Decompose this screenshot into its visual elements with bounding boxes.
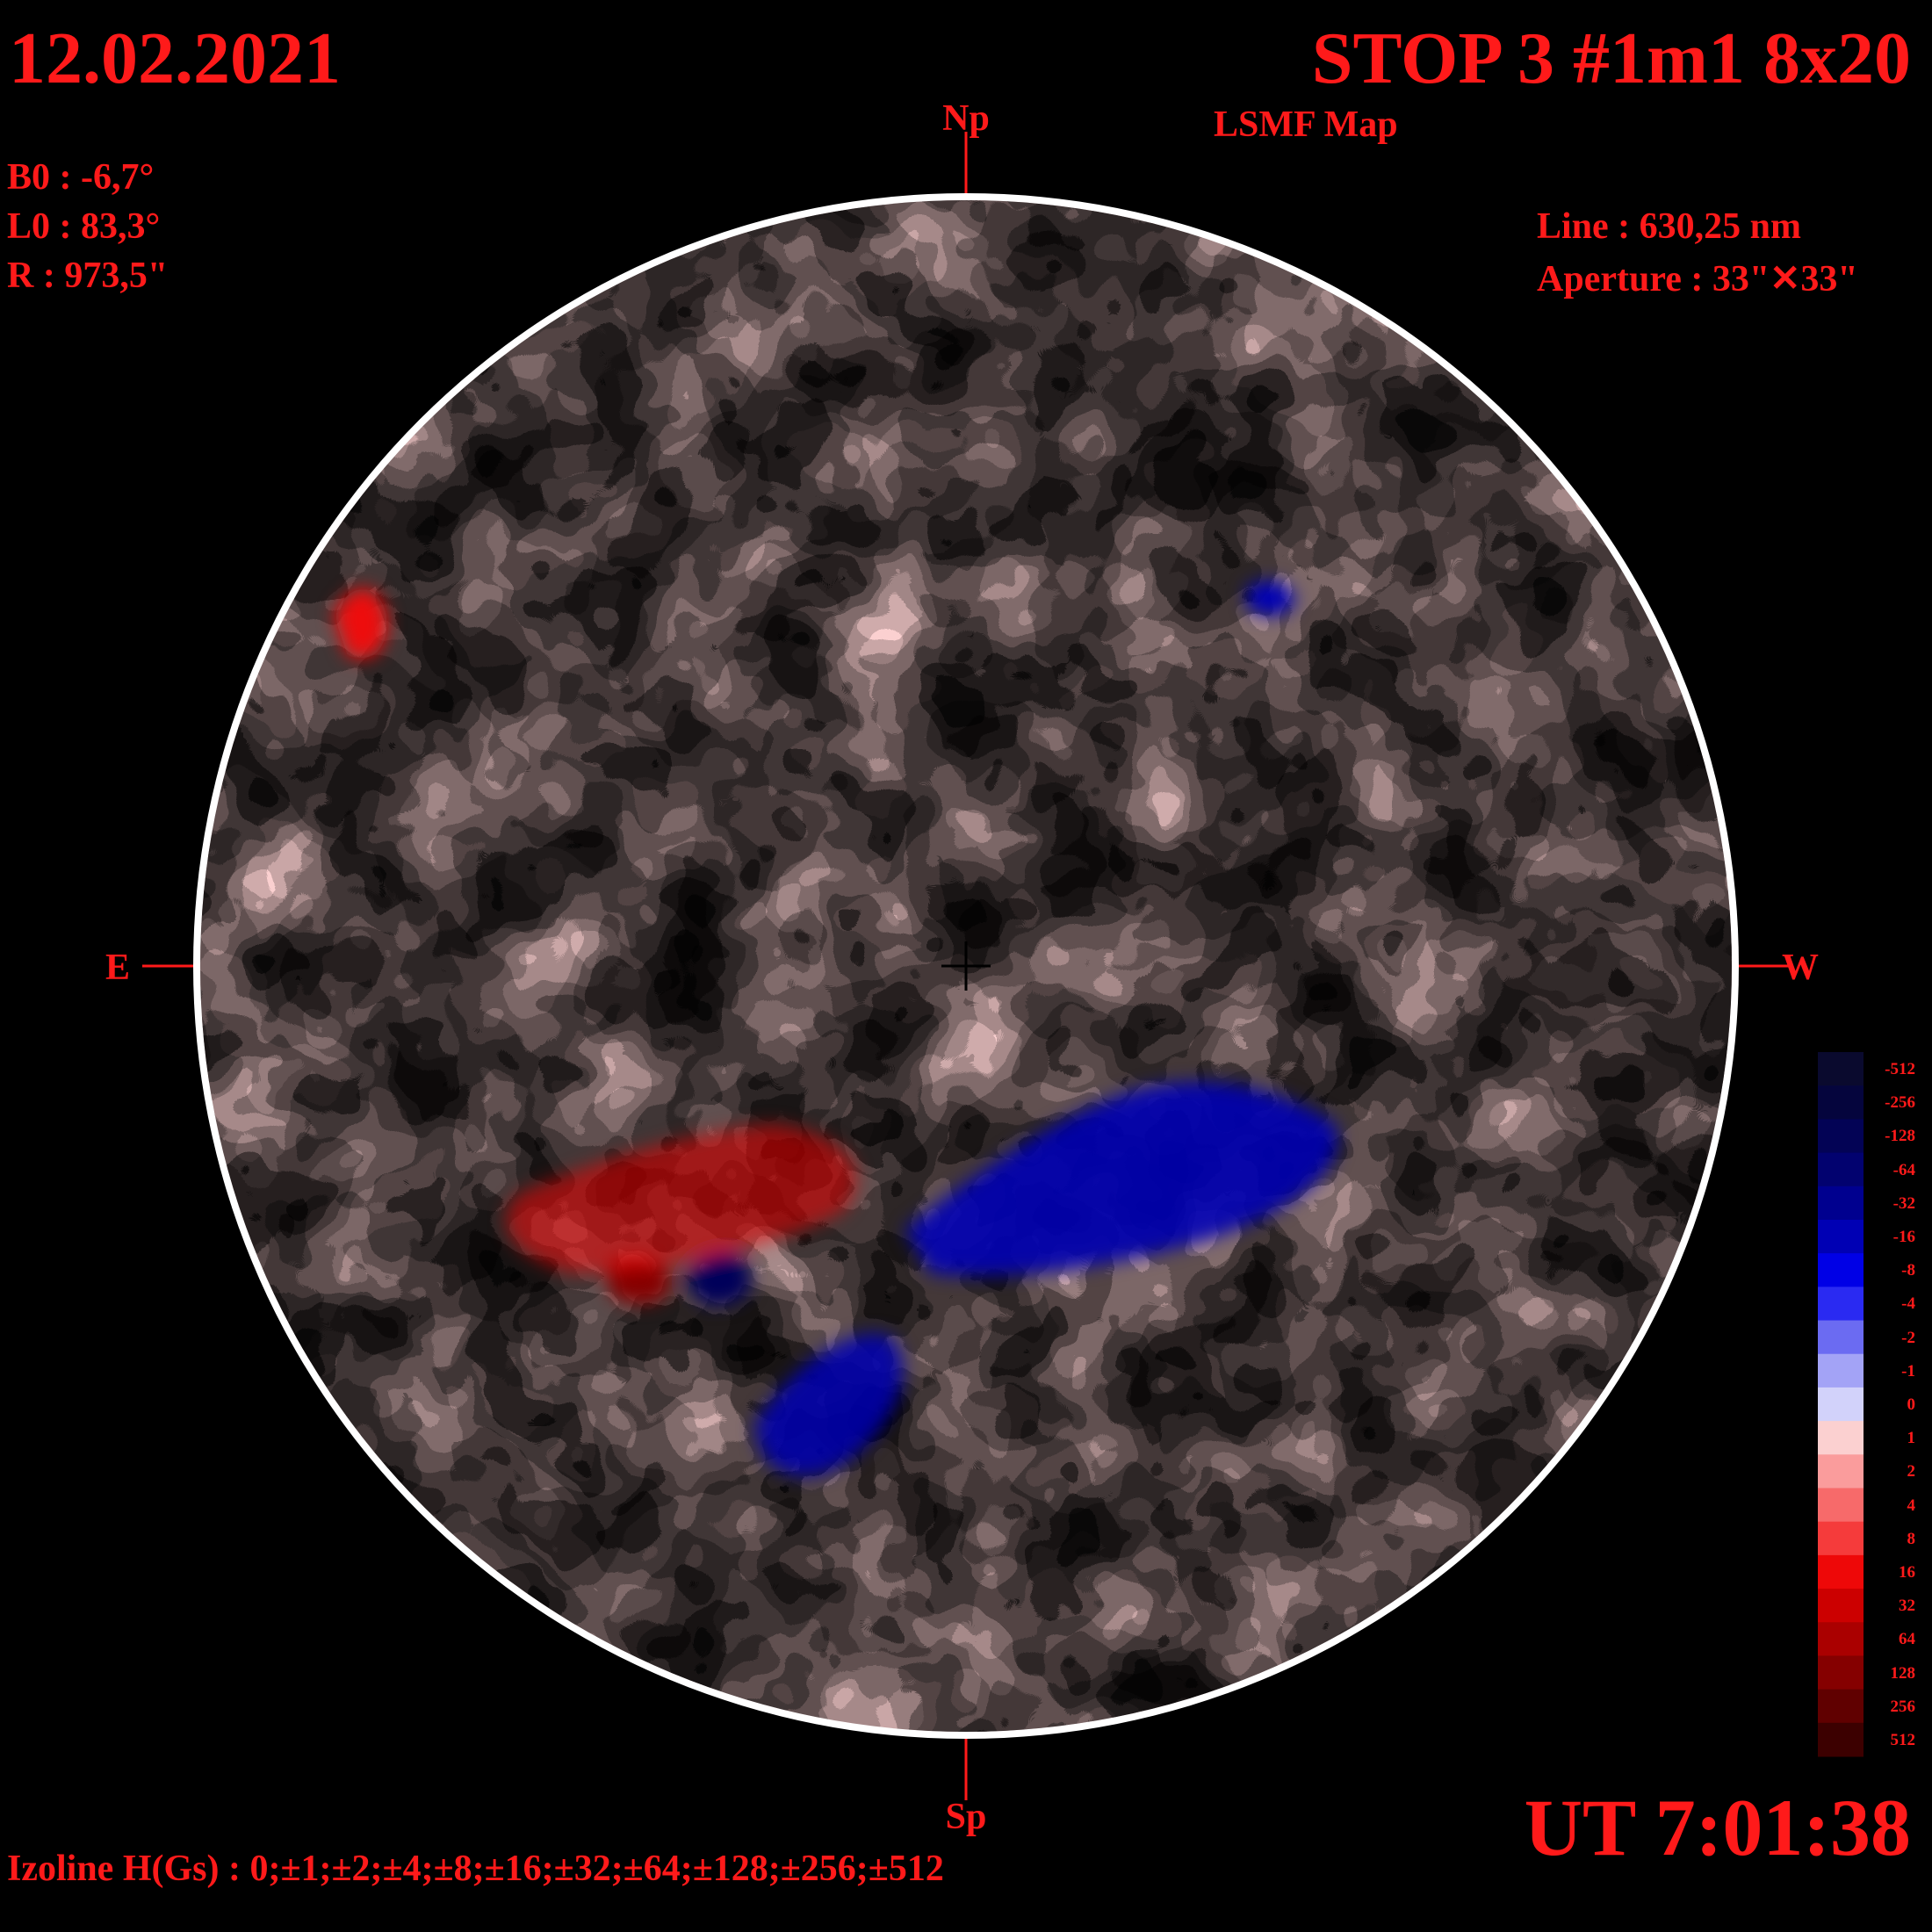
- colorbar-label: -256: [1885, 1093, 1915, 1113]
- west-label: W: [1782, 948, 1819, 988]
- colorbar-label: 2: [1907, 1462, 1916, 1481]
- colorbar-swatch: [1818, 1454, 1864, 1489]
- radius-param: R : 973,5": [7, 256, 169, 296]
- east-label: E: [105, 948, 130, 988]
- colorbar-swatch: [1818, 1722, 1864, 1757]
- south-label: Sp: [946, 1797, 987, 1837]
- colorbar-label: -512: [1885, 1060, 1915, 1079]
- map-title: STOP 3 #1m1 8x20: [1311, 18, 1911, 99]
- colorbar-label: -4: [1901, 1294, 1915, 1314]
- colorbar-label: -1: [1901, 1361, 1915, 1381]
- colorbar-label: 0: [1907, 1395, 1916, 1414]
- colorbar-label: 16: [1899, 1562, 1915, 1582]
- colorbar-swatch: [1818, 1085, 1864, 1120]
- colorbar-swatch: [1818, 1052, 1864, 1086]
- colorbar-swatch: [1818, 1219, 1864, 1254]
- colorbar: [1818, 1052, 1864, 1757]
- strong-field-regions: [334, 580, 1338, 1476]
- colorbar-label: 64: [1899, 1630, 1915, 1649]
- l0-param: L0 : 83,3°: [7, 206, 161, 247]
- b0-param: B0 : -6,7°: [7, 157, 155, 198]
- colorbar-label: -32: [1892, 1193, 1915, 1213]
- colorbar-label: 128: [1890, 1663, 1916, 1683]
- colorbar-swatch: [1818, 1353, 1864, 1388]
- colorbar-swatch: [1818, 1287, 1864, 1322]
- colorbar-swatch: [1818, 1320, 1864, 1355]
- colorbar-label: 32: [1899, 1597, 1915, 1616]
- colorbar-label: 256: [1890, 1697, 1916, 1716]
- colorbar-swatch: [1818, 1421, 1864, 1455]
- colorbar-label: -64: [1892, 1160, 1915, 1179]
- aperture-param: Aperture : 33"✕33": [1537, 259, 1858, 299]
- spectral-line-param: Line : 630,25 nm: [1537, 206, 1802, 247]
- colorbar-swatch: [1818, 1521, 1864, 1556]
- colorbar-swatch: [1818, 1152, 1864, 1187]
- isoline-levels: Izoline H(Gs) : 0;±1;±2;±4;±8;±16;±32;±6…: [7, 1849, 944, 1889]
- colorbar-swatch: [1818, 1622, 1864, 1656]
- colorbar-swatch: [1818, 1186, 1864, 1221]
- north-label: Np: [942, 98, 990, 139]
- colorbar-swatch: [1818, 1589, 1864, 1623]
- colorbar-label: 512: [1890, 1730, 1916, 1749]
- colorbar-label: 8: [1907, 1529, 1916, 1548]
- colorbar-swatch: [1818, 1689, 1864, 1724]
- colorbar-label: -2: [1901, 1328, 1915, 1347]
- colorbar-label: 4: [1907, 1496, 1916, 1515]
- colorbar-swatch: [1818, 1554, 1864, 1590]
- observation-date: 12.02.2021: [9, 18, 341, 99]
- colorbar-label: -128: [1885, 1127, 1915, 1146]
- colorbar-swatch: [1818, 1387, 1864, 1422]
- colorbar-swatch: [1818, 1253, 1864, 1287]
- colorbar-label: -16: [1892, 1228, 1915, 1247]
- map-subtitle: LSMF Map: [1214, 105, 1398, 145]
- colorbar-label: -8: [1901, 1261, 1915, 1280]
- colorbar-label: 1: [1907, 1429, 1916, 1448]
- colorbar-swatch: [1818, 1488, 1864, 1523]
- colorbar-swatch: [1818, 1119, 1864, 1154]
- colorbar-swatch: [1818, 1655, 1864, 1690]
- observation-time: UT 7:01:38: [1524, 1783, 1911, 1872]
